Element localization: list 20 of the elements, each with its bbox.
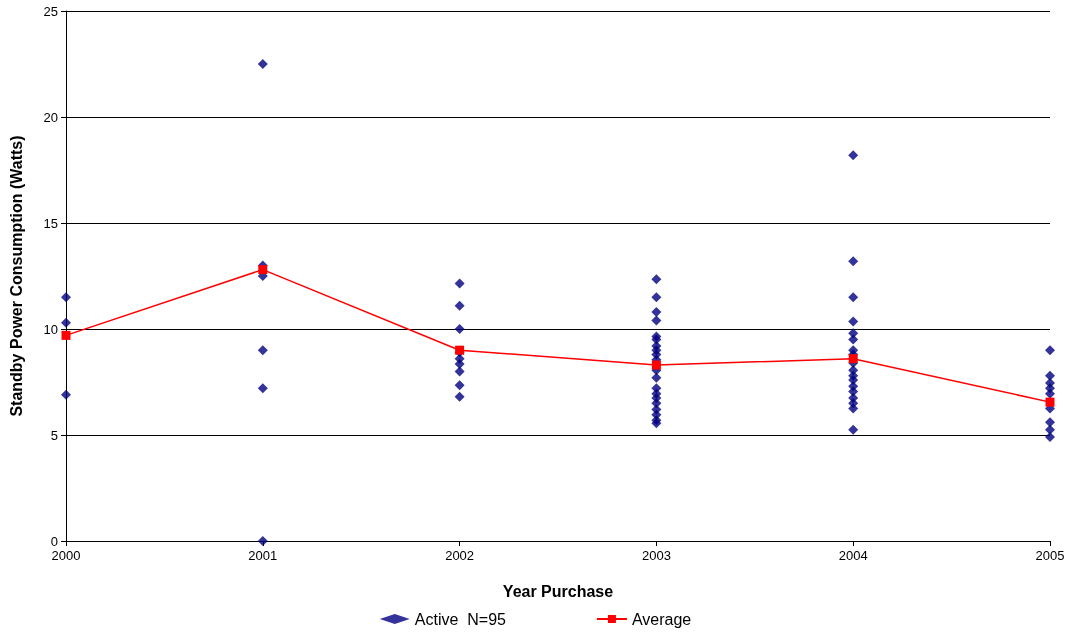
legend-label: Average bbox=[631, 610, 692, 628]
y-tick-label: 20 bbox=[43, 109, 58, 125]
y-tick-label: 0 bbox=[50, 533, 58, 549]
y-tick-label: 10 bbox=[43, 321, 58, 337]
x-tick-label: 2002 bbox=[445, 548, 475, 563]
point bbox=[258, 265, 268, 275]
y-tick-label: 5 bbox=[50, 427, 58, 443]
x-tick-label: 2005 bbox=[1035, 548, 1065, 563]
y-tick-label: 25 bbox=[43, 3, 58, 19]
x-tick-label: 2004 bbox=[838, 548, 868, 563]
x-tick-label: 2003 bbox=[641, 548, 671, 563]
point bbox=[1045, 397, 1055, 407]
y-axis-title: Standby Power Consumption (Watts) bbox=[7, 135, 25, 417]
legend-label: Active N=95 bbox=[414, 610, 507, 628]
x-tick-label: 2000 bbox=[51, 548, 81, 563]
x-tick-label: 2001 bbox=[248, 548, 278, 563]
y-tick-label: 15 bbox=[43, 215, 58, 231]
point bbox=[848, 354, 858, 364]
point bbox=[651, 360, 661, 370]
x-axis-title: Year Purchase bbox=[502, 582, 614, 600]
